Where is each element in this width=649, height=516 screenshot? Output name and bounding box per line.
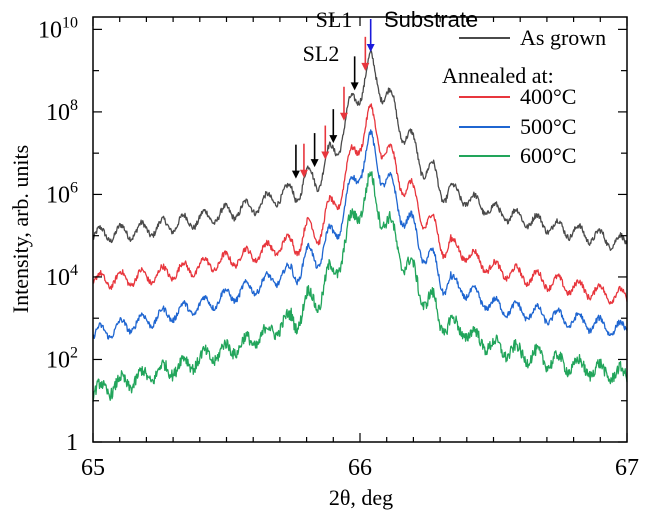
sl1-label: SL1 [316,7,353,32]
sl1-arrow-head [339,112,348,121]
sl1-arrow [299,143,308,178]
series-line [92,50,628,251]
sl2-arrow [310,133,319,168]
y-tick-label: 104 [46,262,78,291]
series-layer [92,50,628,402]
substrate-label: Substrate [384,7,478,32]
sl1-arrow-head [361,62,370,71]
sl2-arrow-head [291,170,300,179]
y-ticks: 1 102 104 106 108 1010 [38,14,627,456]
legend-header: Annealed at: [442,63,554,88]
sl2-arrow [291,144,300,179]
sl2-arrow-head [329,135,338,144]
y-tick-label: 106 [46,179,78,208]
x-ticks: 65 66 67 [81,17,639,481]
series-line [92,171,628,402]
sl2-arrow [329,109,338,144]
sl1-arrow-head [299,169,308,178]
axes: 65 66 67 1 102 104 106 108 1010 2θ, deg Intensi… [8,14,639,510]
x-tick-label: 66 [348,455,372,481]
annotation-layer: SL1 SL2 Substrate [291,7,478,179]
substrate-arrow-head [366,44,375,52]
legend-label: 400°C [520,84,576,109]
sl1-arrow [361,36,370,71]
sl2-arrow [350,56,359,91]
sl1-arrow [339,86,348,121]
series-line [92,103,628,305]
legend-label: 500°C [520,114,576,139]
y-tick-label: 102 [46,344,78,373]
sl2-arrow-head [350,82,359,91]
sl1-arrow-head [321,151,330,160]
sl2-label: SL2 [303,41,340,66]
x-tick-label: 65 [81,455,105,481]
legend-label: 600°C [520,143,576,168]
series-line [92,129,628,340]
legend-label: As grown [520,25,606,50]
y-tick-label: 1010 [38,14,78,43]
legend: Annealed at: As grown 400°C 500°C 600°C [442,25,606,168]
y-tick-label: 108 [46,97,78,126]
x-axis-title: 2θ, deg [329,485,393,510]
y-axis-title: Intensity, arb. units [8,145,33,313]
x-tick-label: 67 [615,455,639,481]
sl2-arrow-head [310,159,319,168]
y-tick-label: 1 [66,430,78,456]
substrate-arrow [366,19,375,52]
sl1-arrow [321,125,330,160]
